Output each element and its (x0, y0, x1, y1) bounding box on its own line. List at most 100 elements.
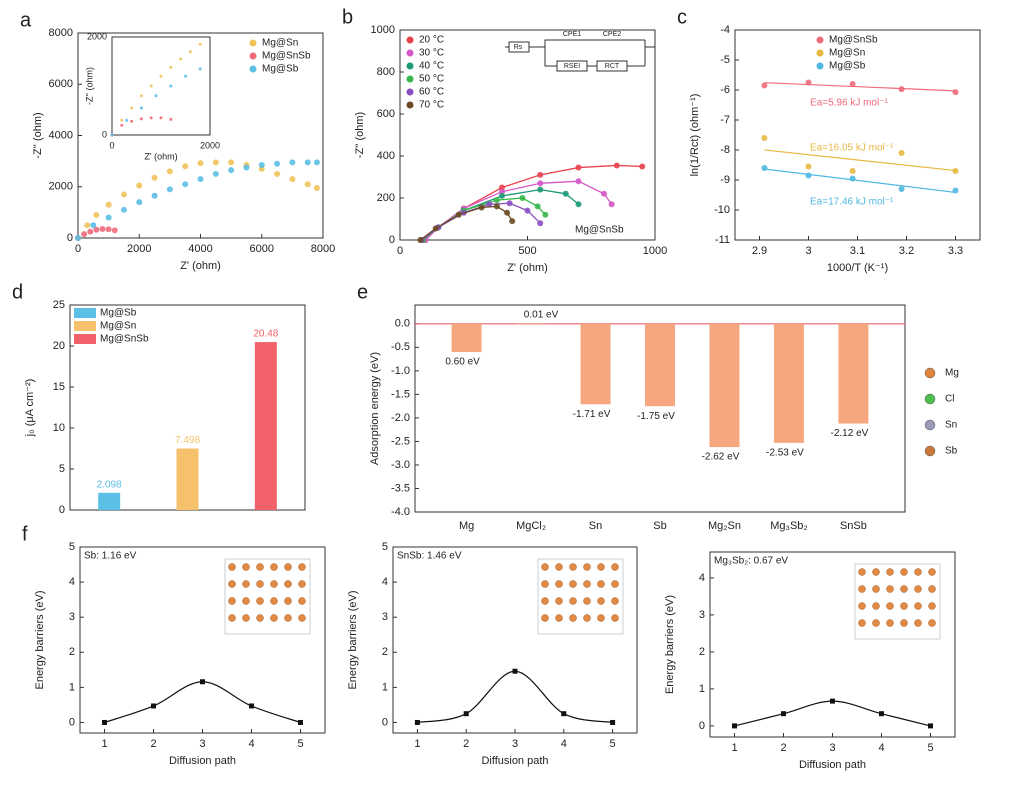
plot-frame (709, 551, 956, 738)
structure-atom (284, 614, 292, 622)
legend-marker (406, 101, 414, 109)
y-tick-label: -1.0 (391, 365, 410, 377)
structure-atom (858, 585, 866, 593)
structure-atom (900, 619, 908, 627)
energy-curve (734, 700, 931, 727)
legend-marker (406, 75, 414, 83)
data-point (149, 84, 153, 88)
data-point (136, 199, 143, 206)
structure-atom (928, 585, 936, 593)
legend-label: Mg@SnSb (100, 334, 149, 345)
data-point (200, 679, 205, 685)
panel-letter: b (342, 6, 353, 28)
x-tick-label: Mg (459, 520, 474, 532)
legend-label: Sn (945, 420, 957, 431)
structure-atom (914, 568, 922, 576)
legend-label: Mg@SnSb (262, 51, 311, 62)
structure-atom (569, 614, 577, 622)
data-point (805, 172, 812, 179)
data-point (537, 180, 544, 187)
data-point (613, 162, 620, 169)
y-tick-label: -3.0 (391, 459, 410, 471)
fit-line (764, 168, 956, 194)
data-point (898, 150, 905, 156)
structure-atom (541, 597, 549, 605)
x-tick-label: 2000 (127, 243, 151, 255)
data-point (197, 176, 204, 183)
bar-value-label: -2.62 eV (702, 452, 740, 463)
data-point (198, 67, 202, 71)
structure-atom (886, 568, 894, 576)
data-point (169, 65, 173, 69)
y-tick-label: 5 (69, 541, 75, 553)
plot-frame (79, 546, 326, 734)
y-tick-label: 4 (69, 576, 75, 588)
data-point (414, 719, 420, 725)
data-point (898, 86, 905, 93)
x-axis-label: Z' (ohm) (180, 260, 221, 272)
y-tick-label: -5 (720, 54, 730, 66)
data-point (512, 668, 518, 674)
bar (254, 342, 277, 510)
circuit-resistor (556, 60, 588, 72)
x-tick-label: 4000 (188, 243, 212, 255)
structure-atom (555, 563, 563, 571)
y-tick-label: 3 (699, 609, 705, 621)
data-point (184, 74, 187, 78)
data-point (761, 135, 768, 141)
circuit-label: CPE2 (603, 31, 621, 38)
data-point (75, 235, 81, 241)
data-point (542, 211, 549, 218)
data-point (537, 220, 544, 227)
x-tick-label: 5 (610, 738, 616, 750)
data-point (154, 94, 158, 98)
y-tick-label: 2000 (49, 181, 73, 193)
plot-frame (111, 36, 211, 136)
y-axis-label: Energy barriers (eV) (347, 590, 359, 689)
fit-line (764, 149, 956, 172)
fit-line (764, 82, 956, 92)
annotation: Sb: 1.16 eV (84, 551, 137, 562)
legend-label: Mg (945, 368, 959, 379)
y-tick-label: 1 (382, 681, 388, 693)
bar-value-label: 20.48 (253, 329, 278, 340)
bar (98, 492, 121, 510)
x-tick-label: 2 (780, 742, 786, 754)
bar-value-label: -1.71 eV (573, 409, 611, 420)
data-point (432, 225, 439, 232)
data-point (830, 698, 835, 704)
data-point (805, 163, 812, 170)
structure-atom (914, 619, 922, 627)
legend-label: 30 °C (419, 48, 444, 59)
data-point (575, 164, 582, 171)
y-tick-label: 25 (53, 299, 65, 311)
structure-atom (541, 580, 549, 588)
x-tick-label: 2 (463, 738, 469, 750)
structure-atom (242, 563, 250, 571)
panel-letter: e (357, 281, 368, 303)
annotation: Ea=16.05 kJ mol⁻¹ (810, 143, 894, 154)
structure-atom (928, 619, 936, 627)
data-point (151, 703, 156, 709)
y-tick-label: 3 (382, 611, 388, 623)
y-tick-label: -2.5 (391, 435, 410, 447)
data-point (849, 168, 856, 174)
structure-atom (914, 585, 922, 593)
data-point (228, 159, 235, 166)
data-point (499, 188, 505, 195)
legend-swatch (74, 308, 96, 318)
bar-value-label: 7.498 (175, 435, 200, 446)
data-point (87, 228, 94, 235)
data-point (120, 206, 127, 213)
y-tick-label: 0 (102, 129, 107, 139)
data-point (111, 227, 118, 234)
y-tick-label: 4000 (49, 129, 73, 141)
data-point (509, 218, 516, 225)
data-point (879, 711, 884, 717)
data-point (781, 711, 786, 717)
data-point (198, 42, 202, 46)
structure-atom (886, 602, 894, 610)
structure-atom (228, 597, 236, 605)
structure-box (537, 558, 624, 635)
legend-label: Mg@SnSb (829, 35, 878, 46)
